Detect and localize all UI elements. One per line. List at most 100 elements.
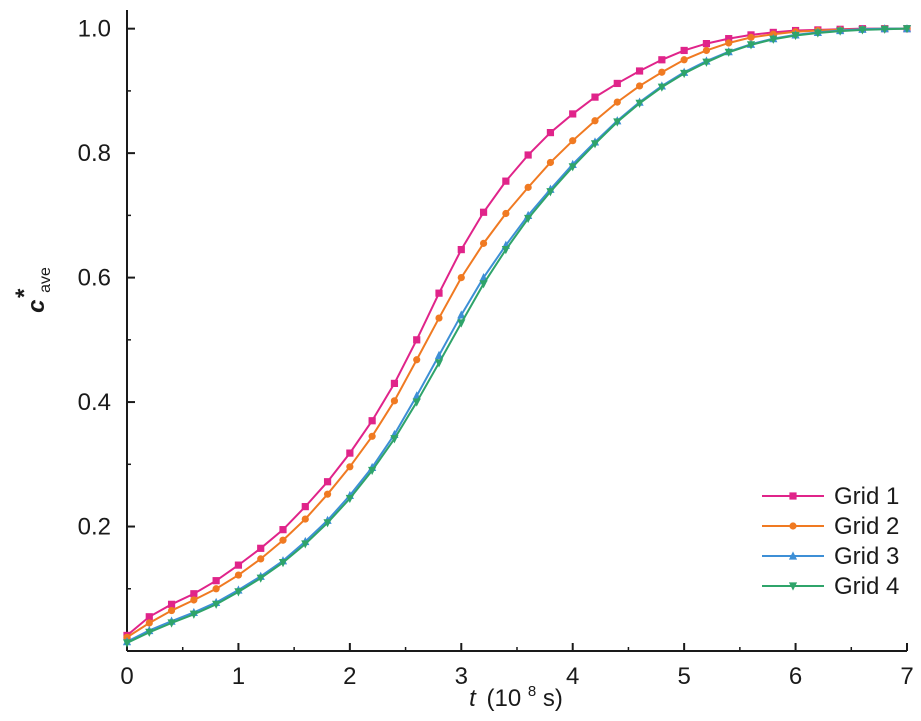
data-point bbox=[212, 600, 221, 609]
y-axis-superscript: * bbox=[11, 288, 38, 298]
data-point bbox=[569, 110, 577, 118]
data-point bbox=[390, 397, 399, 405]
data-point bbox=[568, 163, 577, 172]
data-point bbox=[368, 432, 376, 440]
data-point bbox=[190, 590, 198, 598]
data-point bbox=[190, 596, 198, 604]
data-point bbox=[434, 359, 444, 368]
data-point bbox=[635, 82, 644, 90]
x-axis-symbol: t bbox=[469, 685, 477, 712]
data-point bbox=[212, 585, 220, 593]
data-point bbox=[769, 35, 778, 44]
data-point bbox=[725, 35, 733, 43]
series-line bbox=[126, 27, 908, 644]
svg-text:c ave: c ave bbox=[23, 267, 54, 313]
data-point bbox=[813, 29, 822, 38]
data-point bbox=[234, 561, 243, 569]
data-point bbox=[501, 245, 510, 255]
data-point bbox=[613, 118, 622, 127]
series-line bbox=[126, 27, 907, 643]
data-point bbox=[435, 289, 443, 297]
data-point bbox=[479, 280, 488, 289]
data-point bbox=[569, 137, 577, 145]
x-tick-label: 7 bbox=[900, 663, 913, 690]
series-line bbox=[126, 27, 907, 637]
data-point bbox=[167, 619, 176, 628]
data-point bbox=[234, 588, 243, 597]
data-point bbox=[680, 56, 688, 64]
x-ticks: 0 1 2 3 4 5 6 7 bbox=[120, 643, 914, 690]
x-tick-label: 4 bbox=[566, 663, 579, 690]
data-point bbox=[257, 544, 265, 552]
data-point bbox=[836, 27, 845, 36]
data-point bbox=[502, 177, 510, 185]
data-point bbox=[546, 128, 555, 137]
data-point bbox=[345, 494, 354, 504]
data-point bbox=[301, 503, 309, 511]
plot-area bbox=[126, 10, 907, 652]
data-point bbox=[390, 379, 399, 387]
x-axis-unit-prefix: (10 bbox=[486, 685, 521, 712]
data-point bbox=[279, 526, 287, 534]
y-tick-label: 0.8 bbox=[78, 140, 111, 167]
data-point bbox=[122, 639, 132, 648]
x-tick-label: 5 bbox=[677, 663, 690, 690]
series-2 bbox=[123, 25, 911, 641]
data-point bbox=[301, 515, 309, 523]
data-point bbox=[434, 350, 444, 359]
y-tick-label: 0.6 bbox=[78, 265, 111, 292]
data-point bbox=[724, 48, 733, 57]
legend-label: Grid 1 bbox=[834, 483, 899, 510]
data-point bbox=[747, 33, 755, 41]
data-point bbox=[657, 83, 666, 92]
y-axis-title: c ave * bbox=[11, 267, 54, 313]
data-point bbox=[858, 26, 867, 35]
series-line bbox=[126, 27, 907, 639]
legend: Grid 1 Grid 2 Grid 3 Grid 4 bbox=[762, 483, 899, 600]
data-point bbox=[234, 571, 243, 579]
data-point bbox=[635, 99, 644, 108]
data-point bbox=[702, 58, 711, 67]
data-point bbox=[590, 140, 600, 149]
data-point bbox=[591, 117, 599, 125]
data-point bbox=[524, 151, 532, 159]
data-point bbox=[880, 25, 889, 34]
data-point bbox=[680, 69, 689, 79]
x-tick-label: 2 bbox=[343, 663, 356, 690]
data-point bbox=[524, 214, 533, 224]
data-point bbox=[791, 31, 800, 41]
data-point bbox=[680, 46, 688, 55]
y-axis-subscript: ave bbox=[37, 267, 54, 293]
series-1 bbox=[123, 25, 911, 640]
legend-label: Grid 3 bbox=[834, 543, 899, 570]
data-point bbox=[902, 25, 912, 34]
legend-label: Grid 2 bbox=[834, 513, 899, 540]
x-tick-label: 0 bbox=[120, 663, 133, 690]
x-tick-label: 3 bbox=[455, 663, 468, 690]
data-point bbox=[323, 519, 332, 528]
data-point bbox=[457, 310, 466, 319]
data-point bbox=[368, 417, 376, 425]
data-point bbox=[702, 40, 711, 48]
data-point bbox=[167, 606, 176, 615]
data-point bbox=[635, 67, 644, 75]
legend-label: Grid 4 bbox=[834, 573, 899, 600]
legend-swatch-marker bbox=[788, 551, 798, 560]
data-point bbox=[457, 319, 466, 328]
data-point bbox=[323, 490, 332, 498]
data-point bbox=[658, 68, 666, 76]
data-point bbox=[212, 577, 220, 585]
data-point bbox=[257, 555, 265, 563]
data-point bbox=[502, 209, 510, 218]
y-tick-label: 0.2 bbox=[78, 514, 111, 541]
x-axis-unit-exponent: 8 bbox=[528, 683, 536, 700]
data-point bbox=[746, 41, 756, 50]
data-point bbox=[323, 478, 332, 486]
data-point bbox=[412, 398, 421, 407]
legend-item: Grid 1 bbox=[762, 483, 899, 510]
legend-swatch-marker bbox=[789, 492, 797, 500]
legend-swatch-marker bbox=[789, 522, 797, 530]
data-point bbox=[613, 98, 621, 106]
data-point bbox=[413, 336, 421, 344]
